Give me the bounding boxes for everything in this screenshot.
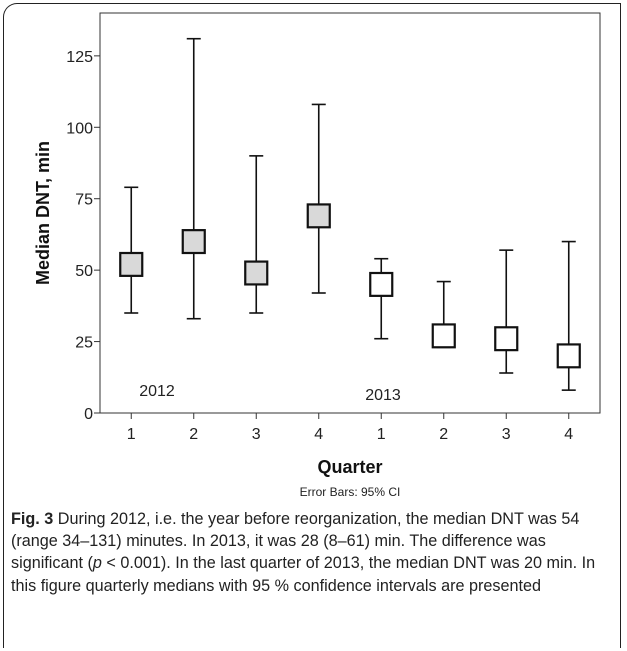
group-label-2012: 2012 xyxy=(139,383,175,400)
box-chart: 0 25 50 75 100 125 1 2 3 4 1 2 3 4 Median DNT, min Quar… xyxy=(33,12,601,499)
y-tick-label: 0 xyxy=(84,406,93,423)
y-tick-label: 125 xyxy=(66,49,93,66)
x-tick-label: 1 xyxy=(377,426,386,443)
error-bar-note: Error Bars: 95% CI xyxy=(300,485,401,499)
y-tick-label: 100 xyxy=(66,120,93,137)
y-tick-label: 50 xyxy=(75,263,93,280)
median-box xyxy=(431,323,456,349)
x-tick-label: 3 xyxy=(502,426,511,443)
y-tick-label: 75 xyxy=(75,192,93,209)
caption-p-symbol: p xyxy=(92,554,102,573)
median-box xyxy=(494,326,519,352)
group-label-2013: 2013 xyxy=(365,387,401,404)
caption-text-1: During 2012, i.e. the year before reorga… xyxy=(11,510,580,573)
x-axis-title: Quarter xyxy=(317,457,382,477)
x-tick-label: 4 xyxy=(564,426,573,443)
x-tick-label: 3 xyxy=(252,426,261,443)
caption-text-2: < 0.001). In the last quarter of 2013, t… xyxy=(11,554,596,595)
median-box xyxy=(369,271,394,297)
median-box xyxy=(244,260,269,286)
figure-caption: Fig. 3 During 2012, i.e. the year before… xyxy=(11,508,611,597)
figure-label: Fig. 3 xyxy=(11,510,54,528)
y-tick-label: 25 xyxy=(75,335,93,352)
plot-area xyxy=(99,12,601,414)
x-tick-label: 1 xyxy=(127,426,136,443)
median-box xyxy=(306,203,331,229)
y-axis-title: Median DNT, min xyxy=(33,141,53,285)
figure-frame xyxy=(3,3,621,648)
median-box xyxy=(119,251,144,277)
median-box xyxy=(181,229,206,255)
median-box xyxy=(556,343,581,369)
x-tick-label: 2 xyxy=(189,426,198,443)
x-tick-label: 4 xyxy=(314,426,323,443)
x-tick-label: 2 xyxy=(439,426,448,443)
